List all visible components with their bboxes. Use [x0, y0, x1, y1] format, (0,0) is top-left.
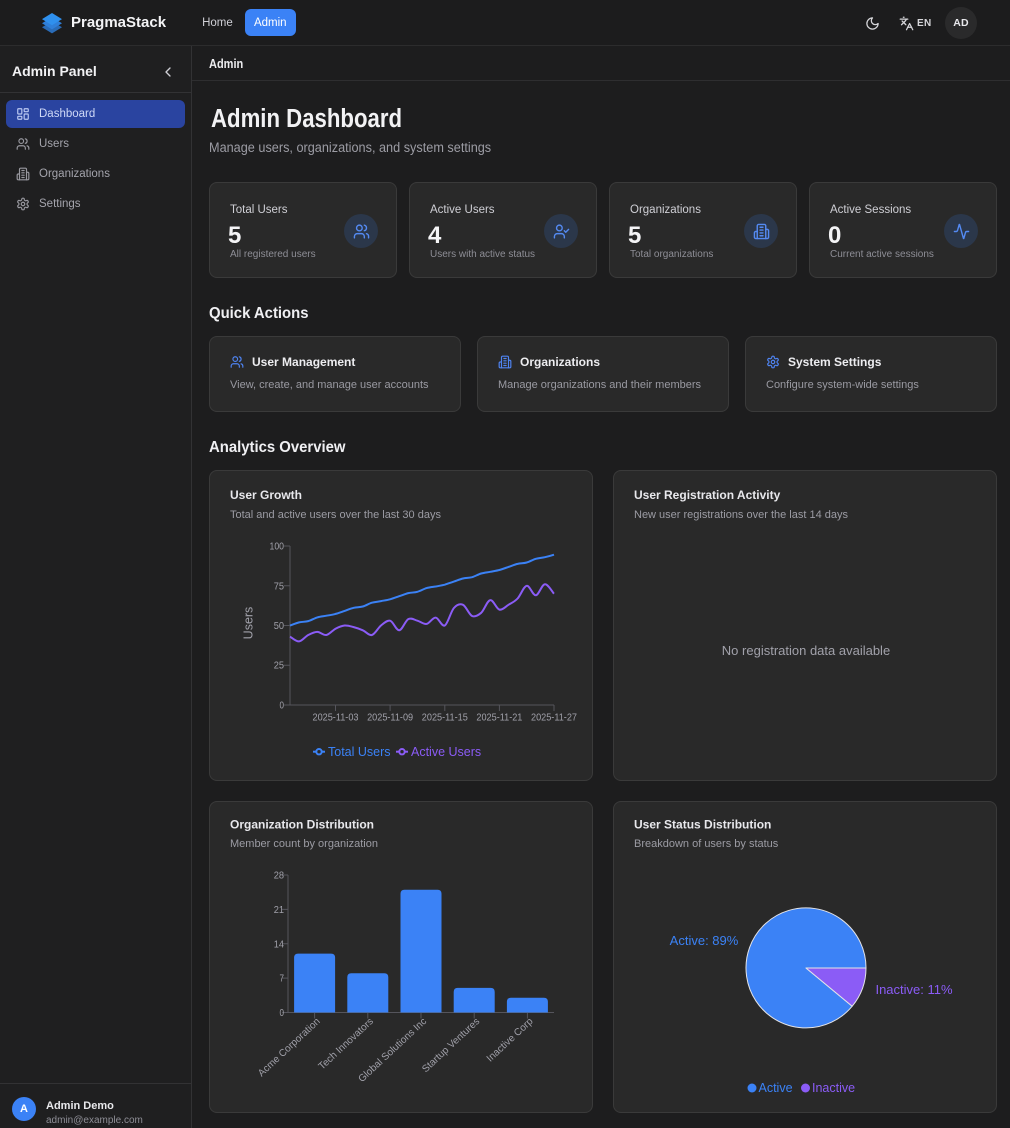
svg-text:0: 0: [280, 1007, 285, 1019]
svg-text:28: 28: [274, 870, 284, 882]
svg-text:User Registration Activity: User Registration Activity: [634, 488, 781, 502]
svg-text:Breakdown of users by status: Breakdown of users by status: [634, 838, 779, 850]
svg-text:50: 50: [274, 620, 284, 632]
svg-text:User Status Distribution: User Status Distribution: [634, 818, 771, 832]
svg-text:14: 14: [274, 938, 284, 950]
svg-text:Inactive: Inactive: [812, 1081, 855, 1095]
svg-text:2025-11-09: 2025-11-09: [367, 712, 413, 724]
svg-text:Active Users: Active Users: [411, 745, 481, 759]
svg-text:No registration data available: No registration data available: [722, 643, 890, 658]
svg-text:2025-11-21: 2025-11-21: [476, 712, 522, 724]
svg-text:7: 7: [280, 973, 285, 985]
svg-text:Active: Active: [759, 1081, 793, 1095]
svg-text:Users: Users: [242, 607, 256, 640]
svg-text:21: 21: [274, 904, 284, 916]
svg-text:2025-11-27: 2025-11-27: [531, 712, 577, 724]
svg-text:Active: 89%: Active: 89%: [670, 933, 739, 948]
svg-text:75: 75: [274, 580, 284, 592]
svg-text:2025-11-03: 2025-11-03: [313, 712, 359, 724]
svg-text:Acme Corporation: Acme Corporation: [256, 1016, 322, 1079]
svg-text:25: 25: [274, 660, 284, 672]
svg-text:0: 0: [280, 700, 285, 712]
svg-text:Tech Innovators: Tech Innovators: [317, 1016, 376, 1072]
svg-text:100: 100: [270, 541, 285, 553]
svg-text:User Growth: User Growth: [230, 488, 302, 502]
svg-text:2025-11-15: 2025-11-15: [422, 712, 468, 724]
svg-text:Member count by organization: Member count by organization: [230, 838, 378, 850]
svg-text:Startup Ventures: Startup Ventures: [420, 1016, 482, 1075]
svg-text:Total and active users over th: Total and active users over the last 30 …: [230, 509, 441, 521]
svg-text:Total Users: Total Users: [328, 745, 391, 759]
svg-text:New user registrations over th: New user registrations over the last 14 …: [634, 509, 848, 521]
svg-text:Organization Distribution: Organization Distribution: [230, 818, 374, 832]
svg-text:Inactive Corp: Inactive Corp: [485, 1016, 536, 1065]
svg-text:Inactive: 11%: Inactive: 11%: [875, 982, 953, 997]
